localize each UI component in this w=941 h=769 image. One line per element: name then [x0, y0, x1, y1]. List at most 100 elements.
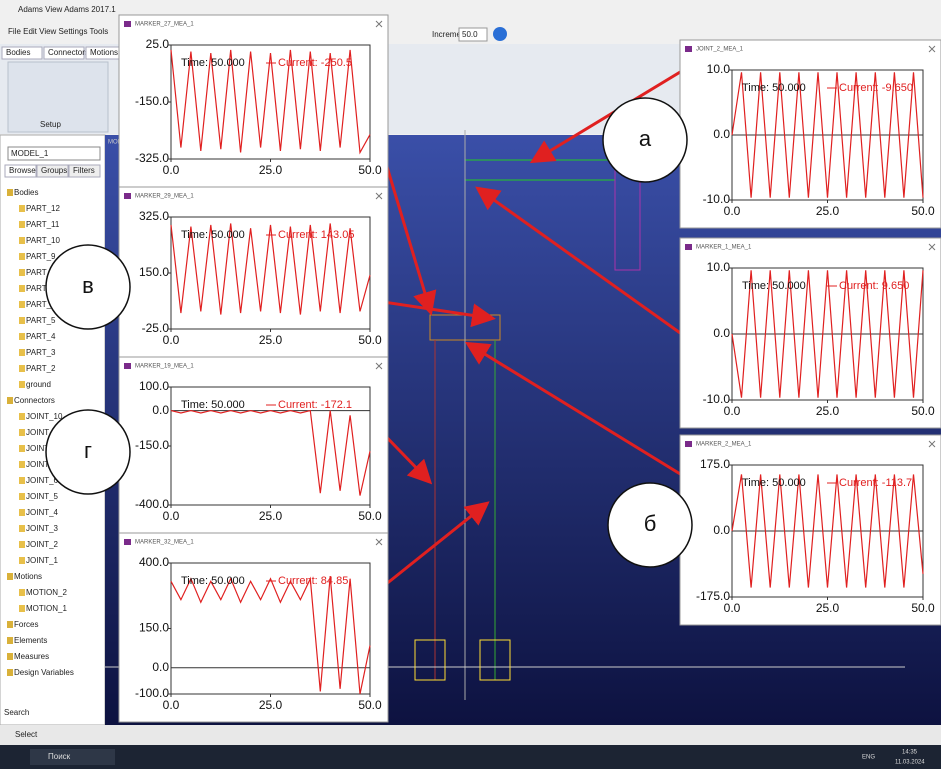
- help-icon[interactable]: [493, 27, 507, 41]
- search-label[interactable]: Search: [4, 708, 29, 717]
- current-text: Current: -250.5: [278, 57, 352, 69]
- tree-item[interactable]: PART_4: [26, 332, 56, 341]
- tree-item[interactable]: JOINT_5: [26, 492, 59, 501]
- tree-icon: [19, 285, 25, 292]
- x-tick-label: 50.0: [911, 404, 935, 418]
- y-tick-label: -150.0: [135, 438, 169, 452]
- ribbon-tab-label[interactable]: Motions: [90, 48, 118, 57]
- tree-icon: [7, 573, 13, 580]
- browser-tab-label[interactable]: Filters: [73, 166, 95, 175]
- setup-label: Setup: [40, 120, 61, 129]
- y-tick-label: 325.0: [139, 209, 169, 223]
- tree-icon: [19, 541, 25, 548]
- window-title: Adams View Adams 2017.1: [18, 5, 116, 14]
- status-bar: [0, 725, 941, 745]
- x-tick-label: 25.0: [816, 601, 840, 615]
- current-text: Current: 9.650: [839, 280, 909, 292]
- tree-item[interactable]: JOINT_4: [26, 508, 59, 517]
- tree-item[interactable]: ground: [26, 380, 51, 389]
- tree-icon: [19, 557, 25, 564]
- tree-icon: [19, 493, 25, 500]
- tree-icon: [19, 589, 25, 596]
- tree-item[interactable]: MOTION_2: [26, 588, 67, 597]
- taskbar-search-box[interactable]: [30, 749, 115, 765]
- plot-window-title: MARKER_2_MEA_1: [696, 442, 752, 448]
- ribbon-tab-label[interactable]: Connectors: [48, 48, 89, 57]
- current-text: Current: 84.85: [278, 575, 348, 587]
- plot-window-icon: [685, 244, 692, 250]
- tree-item[interactable]: PART_9: [26, 252, 56, 261]
- tree-item[interactable]: Bodies: [14, 188, 38, 197]
- x-tick-label: 25.0: [259, 698, 283, 712]
- tree-icon: [19, 605, 25, 612]
- tree-icon: [7, 637, 13, 644]
- plot-window-icon: [124, 539, 131, 545]
- y-tick-label: 150.0: [139, 265, 169, 279]
- time-text: Time: 50.000: [742, 477, 806, 489]
- plot-window-icon: [685, 46, 692, 52]
- tree-icon: [19, 381, 25, 388]
- x-tick-label: 25.0: [259, 163, 283, 177]
- time-text: Time: 50.000: [742, 280, 806, 292]
- callout-label: г: [84, 438, 92, 463]
- tree-icon: [19, 461, 25, 468]
- plot-window-title: JOINT_2_MEA_1: [696, 47, 744, 53]
- tree-item[interactable]: JOINT_3: [26, 524, 59, 533]
- tree-item[interactable]: JOINT_1: [26, 556, 59, 565]
- browser-tab-label[interactable]: Groups: [41, 166, 67, 175]
- time-text: Time: 50.000: [181, 575, 245, 587]
- tree-item[interactable]: PART_3: [26, 348, 56, 357]
- x-tick-label: 25.0: [259, 333, 283, 347]
- plot-window-title: MARKER_32_MEA_1: [135, 540, 194, 546]
- tree-icon: [19, 477, 25, 484]
- ribbon-tab-label[interactable]: Bodies: [6, 48, 30, 57]
- tree-item[interactable]: Measures: [14, 652, 49, 661]
- x-tick-label: 25.0: [816, 204, 840, 218]
- callout-label: б: [644, 511, 657, 536]
- model-name[interactable]: MODEL_1: [11, 149, 49, 158]
- page: Adams View Adams 2017.1 File Edit View S…: [0, 0, 941, 769]
- tree-item[interactable]: Design Variables: [14, 668, 74, 677]
- x-tick-label: 50.0: [911, 204, 935, 218]
- tree-item[interactable]: PART_10: [26, 236, 60, 245]
- callout-label: а: [639, 126, 652, 151]
- y-tick-label: 150.0: [139, 621, 169, 635]
- taskbar-search[interactable]: Поиск: [48, 752, 71, 761]
- y-tick-label: 0.0: [713, 523, 730, 537]
- time-text: Time: 50.000: [742, 82, 806, 94]
- plot-window-title: MARKER_27_MEA_1: [135, 22, 194, 28]
- time-text: Time: 50.000: [181, 399, 245, 411]
- tree-icon: [19, 365, 25, 372]
- tree-icon: [19, 333, 25, 340]
- y-tick-label: 10.0: [707, 62, 731, 76]
- tree-item[interactable]: JOINT_2: [26, 540, 59, 549]
- taskbar-lang[interactable]: ENG: [862, 755, 875, 761]
- plot-window-icon: [685, 441, 692, 447]
- x-tick-label: 0.0: [163, 698, 180, 712]
- tree-item[interactable]: Connectors: [14, 396, 55, 405]
- x-tick-label: 0.0: [724, 404, 741, 418]
- taskbar-time[interactable]: 14:35: [902, 750, 918, 756]
- tree-item[interactable]: PART_12: [26, 204, 60, 213]
- tree-item[interactable]: PART_5: [26, 316, 56, 325]
- tree-item[interactable]: MOTION_1: [26, 604, 67, 613]
- tree-item[interactable]: Motions: [14, 572, 42, 581]
- tree-item[interactable]: JOINT_10: [26, 412, 63, 421]
- tree-item[interactable]: Forces: [14, 620, 38, 629]
- browser-tab-label[interactable]: Browse: [9, 166, 36, 175]
- increment-value[interactable]: 50.0: [462, 30, 478, 39]
- y-tick-label: -150.0: [135, 94, 169, 108]
- x-tick-label: 50.0: [358, 333, 382, 347]
- tree-icon: [7, 621, 13, 628]
- tree-item[interactable]: Elements: [14, 636, 47, 645]
- plot-window-icon: [124, 363, 131, 369]
- x-tick-label: 50.0: [358, 163, 382, 177]
- menu[interactable]: File Edit View Settings Tools: [8, 27, 108, 36]
- current-text: Current: -9.650: [839, 82, 913, 94]
- tree-icon: [7, 397, 13, 404]
- callout-label: в: [82, 273, 94, 298]
- tree-item[interactable]: PART_2: [26, 364, 56, 373]
- tree-item[interactable]: PART_11: [26, 220, 60, 229]
- tree-icon: [19, 301, 25, 308]
- taskbar-date[interactable]: 11.03.2024: [895, 760, 925, 766]
